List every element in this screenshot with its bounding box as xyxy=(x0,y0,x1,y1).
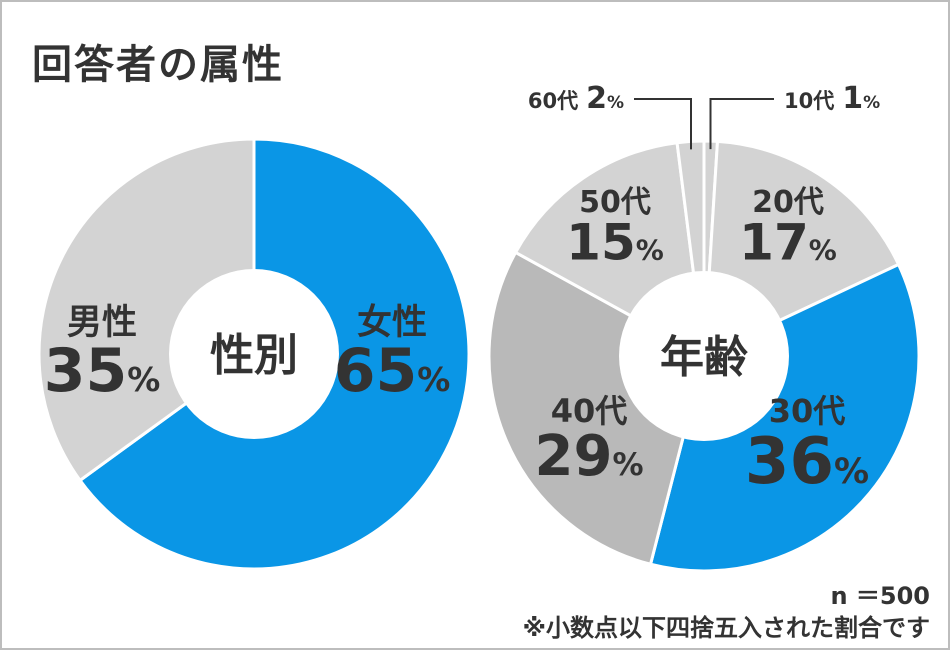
rounding-note: ※小数点以下四捨五入された割合です xyxy=(522,614,930,642)
gender-male-unit: % xyxy=(127,360,160,399)
age-10s-label: 10代 1% xyxy=(784,81,880,116)
age-10s-leader-line xyxy=(709,98,774,150)
age-40s-unit: % xyxy=(612,447,643,483)
age-50s-unit: % xyxy=(636,234,664,267)
pie1-center-hole xyxy=(619,271,789,441)
age-20s-value: 17 xyxy=(739,214,809,272)
age-40s-category: 40代 xyxy=(551,392,628,430)
age-50s-value-line: 15% xyxy=(566,214,664,272)
age-50s-value: 15 xyxy=(566,214,636,272)
age-60s-unit: % xyxy=(607,93,624,113)
age-30s-value: 36 xyxy=(745,425,834,499)
age-20s-category: 20代 xyxy=(752,185,824,220)
age-10s-value: 1 xyxy=(842,81,863,116)
age-10s-unit: % xyxy=(863,93,880,113)
age-60s-leader-line xyxy=(634,98,692,150)
age-20s-value-line: 17% xyxy=(739,214,837,272)
age-60s-label: 60代 2% xyxy=(528,81,624,116)
age-40s-value-line: 29% xyxy=(535,424,644,489)
sample-size-note: n ＝500 xyxy=(830,582,930,610)
age-50s-category: 50代 xyxy=(579,185,651,220)
gender-female-unit: % xyxy=(417,360,450,399)
age-20s-unit: % xyxy=(809,234,837,267)
gender-male-value: 35 xyxy=(44,336,128,406)
gender-female-category: 女性 xyxy=(357,302,427,343)
age-40s-value: 29 xyxy=(535,424,613,489)
gender-male-category: 男性 xyxy=(67,303,137,343)
age-60s-category: 60代 xyxy=(528,89,578,113)
pie0-slice-1 xyxy=(37,137,256,483)
age-30s-unit: % xyxy=(834,452,869,492)
gender-male-value-line: 35% xyxy=(44,336,161,406)
age-60s-value: 2 xyxy=(586,81,607,116)
age-30s-value-line: 36% xyxy=(745,425,869,499)
pie0-center-label: 性別 xyxy=(210,330,298,381)
chart-title: 回答者の属性 xyxy=(32,42,284,88)
age-30s-category: 30代 xyxy=(769,392,846,430)
pie0-center-hole xyxy=(169,269,339,439)
pie1-slice-2 xyxy=(648,262,921,573)
pie1-center-label: 年齢 xyxy=(660,332,748,383)
gender-female-value-line: 65% xyxy=(334,336,451,406)
age-10s-category: 10代 xyxy=(784,89,834,113)
gender-female-value: 65 xyxy=(334,336,418,406)
